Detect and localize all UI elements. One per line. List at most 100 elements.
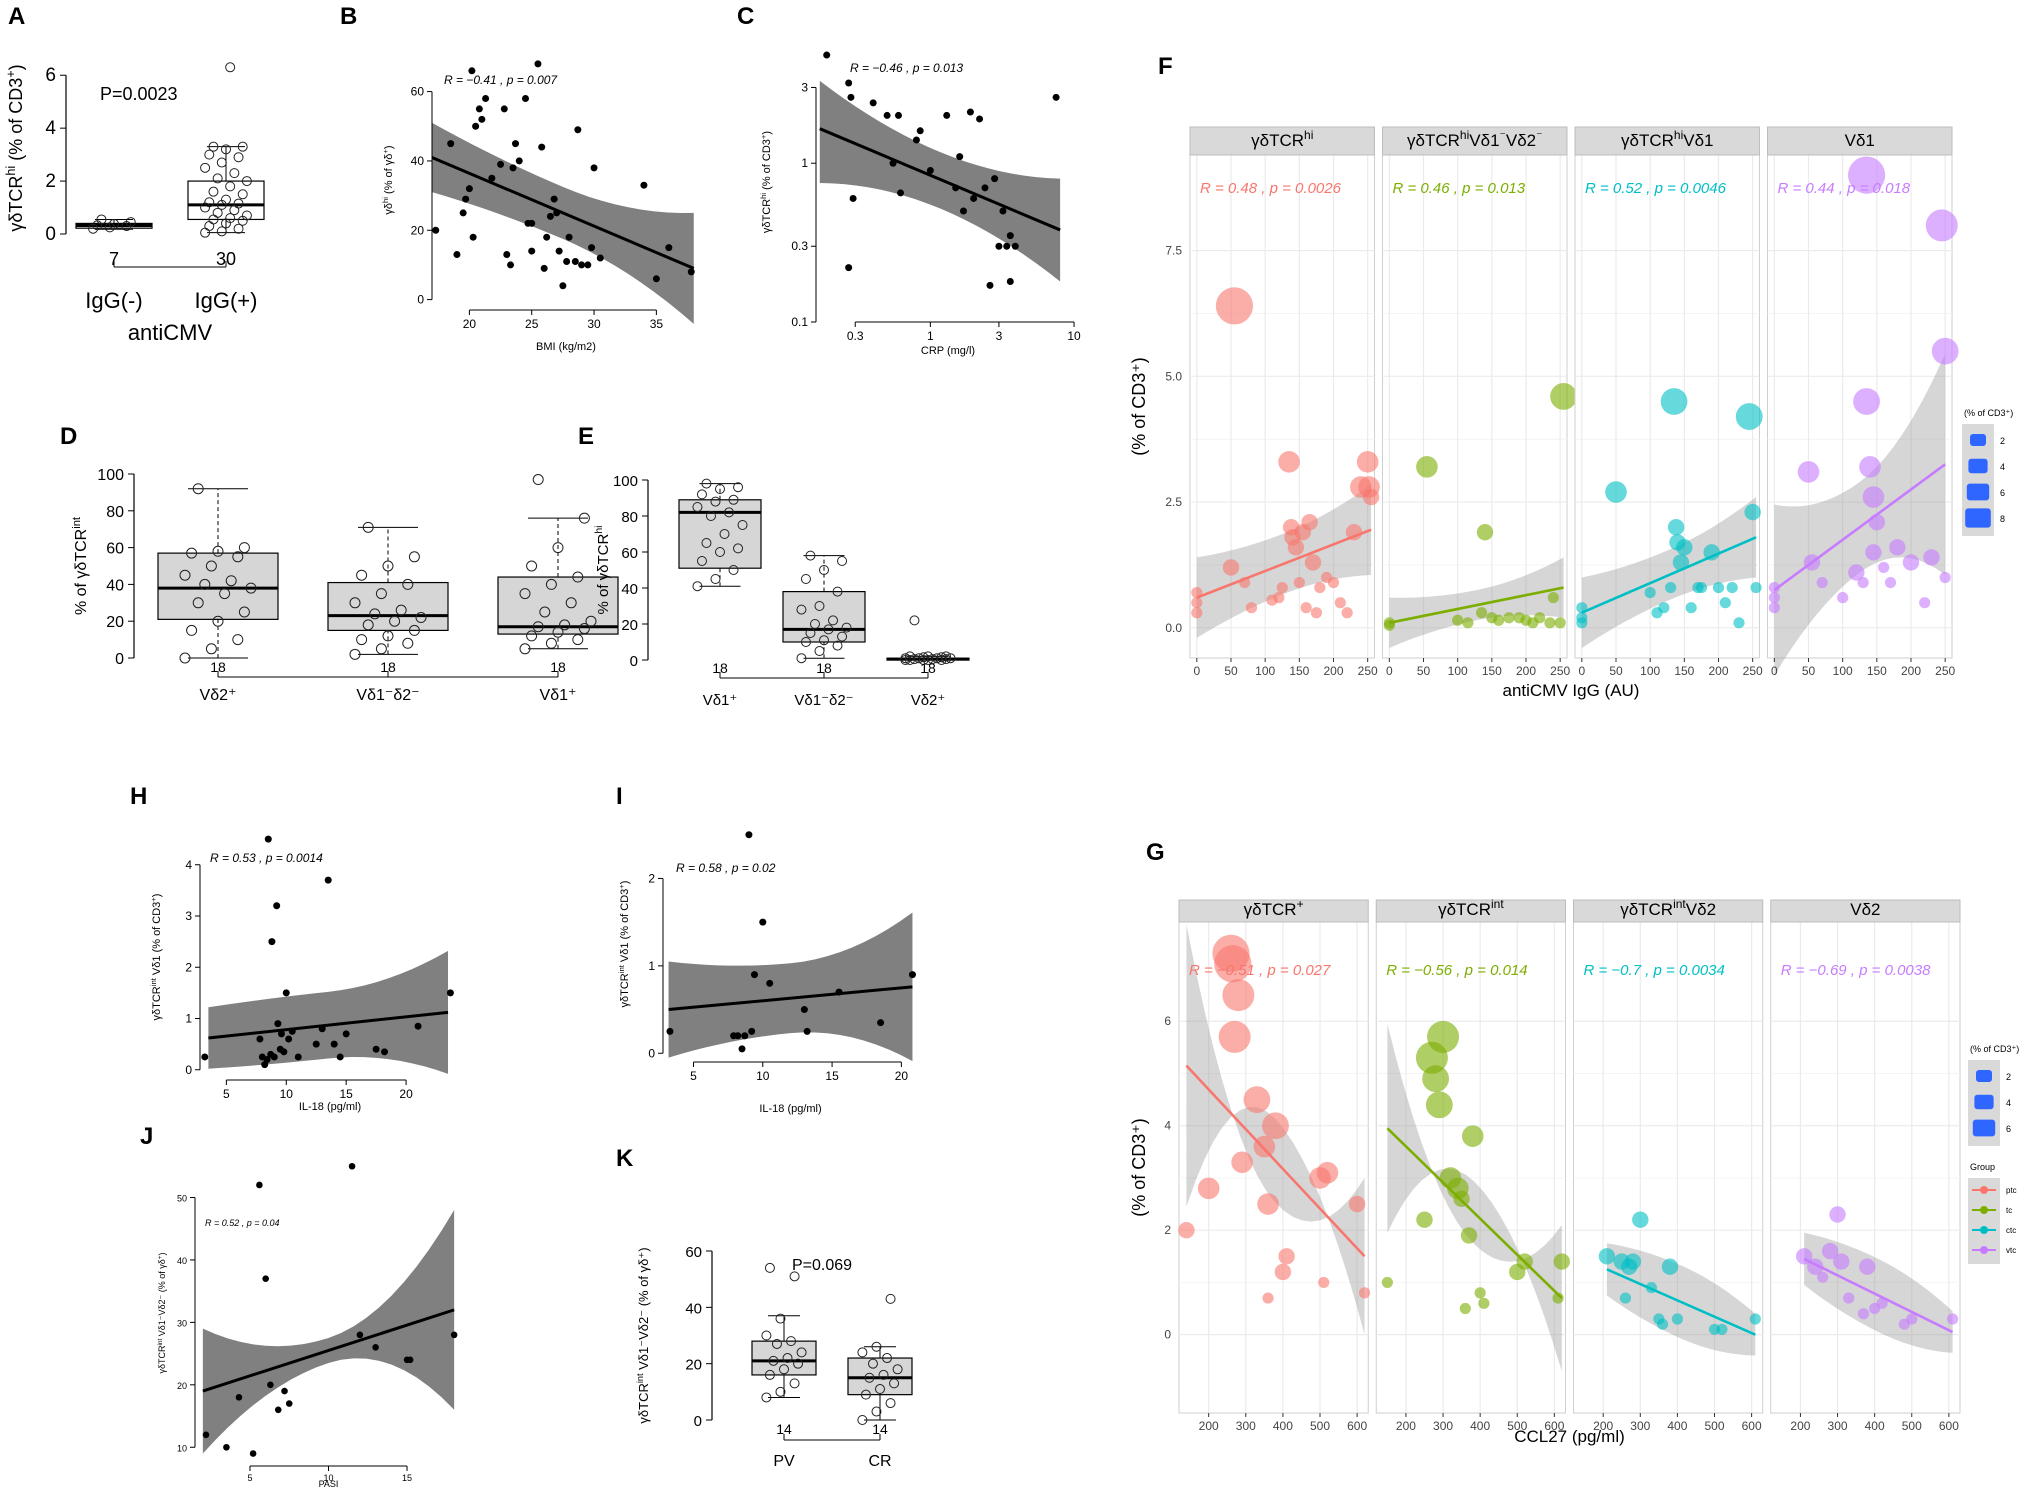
data-point (696, 556, 707, 566)
data-point (1644, 587, 1656, 599)
data-point (521, 95, 529, 103)
data-point (282, 989, 290, 997)
data-point (991, 175, 999, 183)
x-tick-label: 250 (1935, 664, 1955, 678)
data-point (1222, 559, 1240, 576)
data-point (782, 1353, 793, 1364)
confidence-band (1581, 497, 1757, 648)
data-point (362, 619, 374, 631)
data-point (943, 111, 951, 119)
data-point (1848, 564, 1865, 581)
facet-strip (1375, 899, 1566, 923)
y-axis-label: (% of CD3⁺) (1129, 1118, 1149, 1217)
data-point (469, 233, 477, 241)
data-point (666, 1027, 674, 1035)
legend-title: (% of CD3⁺) (1970, 1044, 2019, 1054)
data-point (796, 604, 807, 615)
data-point (970, 194, 978, 202)
data-point (1006, 277, 1014, 285)
data-point (789, 1271, 800, 1282)
p-value-annotation: P=0.069 (792, 1257, 852, 1274)
y-tick-label: 6 (45, 65, 56, 86)
facet-strip (1382, 126, 1568, 156)
data-point (475, 105, 483, 113)
x-tick-label: 250 (1550, 664, 1570, 678)
x-tick-label: 200 (1516, 664, 1536, 678)
data-point (241, 210, 252, 221)
facet-strip (1189, 126, 1375, 156)
data-point (201, 1053, 209, 1061)
y-axis-label: % of γδTCRint (71, 516, 90, 615)
data-point (912, 136, 920, 144)
data-point (1493, 614, 1505, 626)
data-point (232, 634, 244, 646)
size-legend: (% of CD3⁺) 2 4 6 Group ptc tc ctc vtc (1968, 1044, 2019, 1264)
x-tick-label: 200 (1199, 1419, 1219, 1433)
data-point (1889, 539, 1906, 556)
data-point (382, 630, 394, 642)
regression-line (431, 156, 695, 270)
y-tick-label: 60 (411, 85, 425, 99)
data-point (796, 1347, 807, 1358)
data-point (274, 1020, 282, 1028)
facet: γδTCRintVδ2 R = −0.7 , p = 0.0034 200 300 40… (1573, 897, 1764, 1433)
data-point (362, 521, 374, 533)
data-point (803, 1027, 811, 1035)
regression-line (819, 127, 1061, 232)
x-tick-label: 300 (1828, 1419, 1848, 1433)
facet-background (1770, 921, 1961, 1414)
data-point (546, 212, 554, 220)
data-point (665, 244, 673, 252)
facet: γδTCRhiVδ1⁻Vδ2⁻ R = 0.46 , p = 0.013 0 50 10… (1382, 126, 1577, 678)
data-point (212, 207, 223, 218)
data-point (1191, 597, 1203, 609)
facet-strip (1770, 899, 1961, 923)
x-tick-label: 150 (1482, 664, 1502, 678)
y-tick-label: 4 (185, 858, 192, 872)
y-axis-label: γδhi (% of γδ+) (381, 145, 396, 214)
regression-line (1386, 1127, 1563, 1300)
data-point (1474, 1287, 1486, 1299)
y-tick-label: 0 (1164, 1328, 1171, 1342)
data-point (590, 164, 598, 172)
data-point (1923, 549, 1940, 566)
data-point (1006, 232, 1014, 240)
data-point (312, 1040, 320, 1048)
legend-label: 4 (2000, 462, 2005, 472)
panel-letter: B (340, 3, 357, 30)
data-point (737, 520, 748, 530)
y-axis-label: % of γδTCRhi (593, 525, 612, 614)
y-tick-label: 20 (106, 614, 124, 631)
data-point (1576, 617, 1588, 629)
y-tick-label: 80 (621, 509, 638, 526)
data-point (1253, 1135, 1276, 1158)
data-point (885, 1398, 896, 1409)
data-point (768, 1355, 779, 1366)
data-point (1847, 156, 1886, 194)
data-point (764, 1262, 775, 1273)
data-point (179, 569, 191, 581)
facet-strip (1178, 899, 1369, 923)
x-tick-label: 0 (1771, 664, 1778, 678)
legend-key (1980, 1206, 1988, 1214)
data-point (285, 1035, 293, 1043)
data-point (705, 511, 716, 521)
data-point (356, 1331, 364, 1339)
y-tick-label: 4 (45, 118, 56, 139)
y-tick-label: 40 (177, 1256, 187, 1266)
data-point (186, 624, 198, 636)
facet-background (1375, 921, 1566, 1414)
data-point (534, 60, 542, 68)
data-point (555, 247, 563, 255)
y-axis-label: γδTCRint Vδ1⁻Vδ2⁻ (% of γδ+) (157, 1253, 168, 1374)
data-point (559, 619, 571, 631)
category-label: IgG(-) (85, 288, 142, 313)
data-point (342, 1030, 350, 1038)
x-tick-label: 300 (1236, 1419, 1256, 1433)
data-point (324, 876, 332, 884)
data-point (882, 1353, 893, 1364)
panel-C: C 0.1 0.3 1 3 0.3 1 3 10 CRP (mg/l) γδTCRhi (% of … (737, 3, 1081, 357)
data-point (710, 574, 721, 584)
data-point (724, 507, 735, 518)
